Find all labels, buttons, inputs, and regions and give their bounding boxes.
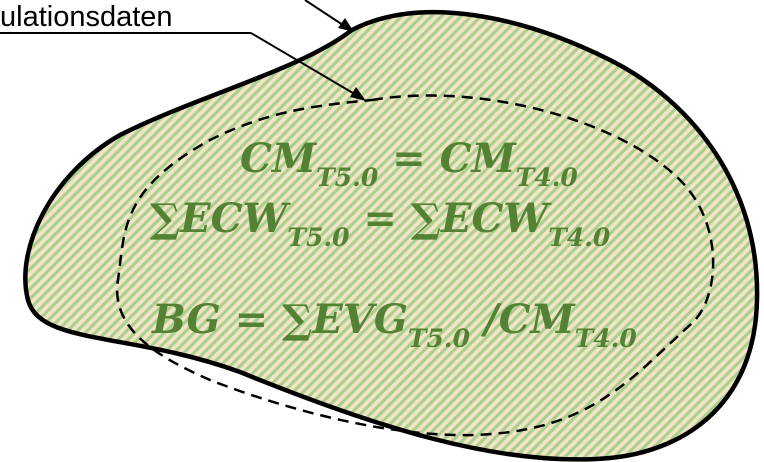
eq3-numerator-subscript: T5.0 [408, 324, 471, 353]
arrow-to-outer-head [338, 18, 354, 32]
eq1-lhs: CM [240, 135, 318, 182]
eq2-rhs: ECW [440, 195, 552, 242]
eq3-lhs: BG [151, 296, 221, 343]
eq1-rhs: CM [440, 135, 518, 182]
arrow-to-inner-head [350, 87, 366, 101]
eq2-lhs: ECW [179, 195, 291, 242]
eq2-sum-symbol-2: ∑ [411, 195, 441, 242]
eq3-sum-symbol: ∑ [282, 296, 312, 343]
eq1-lhs-subscript: T5.0 [316, 163, 379, 192]
arrow-to-outer-line [304, 0, 347, 28]
eq2-sum-symbol-1: ∑ [150, 195, 180, 242]
eq2-equals: = [349, 195, 410, 242]
outer-region [23, 9, 760, 462]
eq2-lhs-subscript: T5.0 [287, 223, 350, 252]
eq2-rhs-subscript: T4.0 [548, 223, 611, 252]
eq3-denominator: CM [499, 296, 577, 343]
eq1-rhs-subscript: T4.0 [516, 163, 579, 192]
eq3-denominator-subscript: T4.0 [575, 324, 638, 353]
equation-1: CMT5.0 = CMT4.0 [240, 135, 578, 192]
eq3-numerator: EVG [311, 296, 408, 343]
label-text: ulationsdaten [0, 1, 173, 33]
eq3-equals: = [221, 296, 282, 343]
inner-dashed-region [115, 94, 715, 437]
equation-3: BG = ∑EVGT5.0 /CMT4.0 [151, 296, 637, 353]
eq3-slash: / [470, 296, 502, 343]
equation-2: ∑ECWT5.0 = ∑ECWT4.0 [150, 195, 611, 252]
eq1-equals: = [378, 135, 439, 182]
arrow-to-inner-line [250, 32, 359, 97]
